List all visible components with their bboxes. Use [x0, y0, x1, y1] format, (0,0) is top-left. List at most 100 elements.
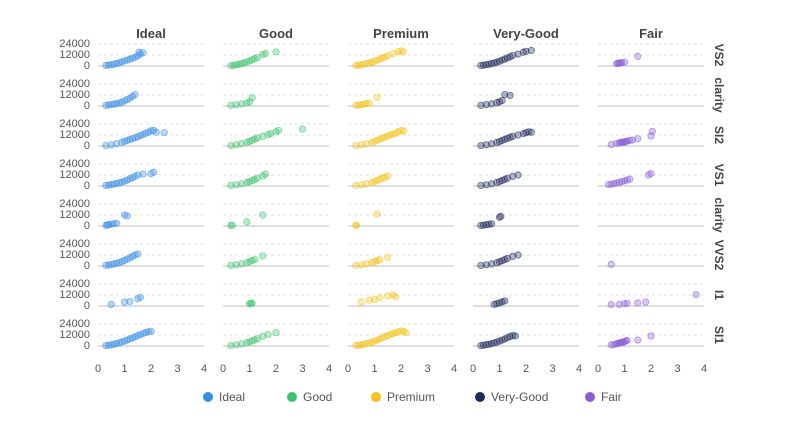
data-point: [634, 135, 642, 143]
data-point: [501, 90, 509, 99]
data-point: [477, 221, 485, 230]
data-point: [135, 48, 143, 56]
data-point: [105, 181, 113, 189]
data-point: [482, 181, 490, 189]
data-point: [479, 61, 488, 69]
x-tick-label: 1: [246, 363, 252, 375]
data-point: [107, 341, 115, 349]
data-point: [604, 181, 613, 189]
data-point: [362, 340, 371, 348]
data-point: [477, 261, 485, 270]
data-point: [498, 96, 506, 105]
data-point: [615, 178, 623, 186]
data-point: [612, 179, 621, 187]
data-point: [365, 99, 373, 107]
data-point: [237, 140, 246, 148]
data-point: [232, 101, 240, 109]
data-point: [479, 221, 488, 229]
data-point: [477, 141, 485, 150]
data-point: [628, 136, 637, 144]
data-point: [352, 341, 360, 350]
data-point: [123, 212, 131, 220]
data-point: [477, 181, 485, 190]
y-tick-label: 0: [84, 180, 90, 192]
y-tick-label: 12000: [59, 329, 90, 341]
data-point: [482, 341, 490, 349]
data-point: [136, 293, 144, 301]
data-point: [362, 140, 371, 148]
data-point: [620, 300, 629, 308]
x-tick-label: 3: [424, 363, 430, 375]
data-point: [607, 260, 615, 268]
data-point: [360, 60, 368, 68]
data-point: [354, 341, 363, 349]
data-point: [607, 301, 615, 309]
data-point: [503, 174, 512, 182]
data-point: [634, 299, 642, 307]
data-point: [623, 137, 631, 145]
x-tick-label: 2: [523, 363, 529, 375]
y-tick-label: 24000: [59, 238, 90, 250]
y-tick-label: 12000: [59, 49, 90, 61]
data-point: [245, 98, 254, 106]
data-point: [237, 260, 246, 268]
data-point: [477, 341, 485, 350]
y-tick-label: 12000: [59, 249, 90, 261]
data-point: [134, 171, 142, 179]
data-point: [487, 100, 496, 108]
data-point: [152, 128, 160, 136]
data-point: [482, 61, 490, 69]
legend-swatch: [475, 392, 485, 402]
data-point: [509, 172, 517, 180]
data-point: [482, 101, 490, 109]
data-point: [509, 132, 517, 140]
y-tick-label: 0: [84, 260, 90, 272]
data-point: [227, 181, 235, 190]
data-point: [362, 180, 371, 188]
data-point: [131, 90, 139, 99]
data-point: [230, 61, 238, 69]
data-point: [509, 51, 517, 60]
x-tick-label: 4: [326, 363, 332, 375]
data-point: [105, 221, 113, 229]
data-point: [373, 210, 381, 218]
data-point: [261, 170, 269, 178]
data-point: [620, 58, 629, 66]
data-point: [107, 300, 115, 308]
data-point: [615, 300, 623, 308]
y-tick-label: 12000: [59, 209, 90, 221]
data-point: [267, 130, 275, 138]
row-title: I1: [712, 290, 726, 300]
data-point: [259, 332, 267, 340]
data-point: [357, 341, 365, 349]
data-point: [360, 340, 368, 348]
data-point: [514, 50, 522, 58]
y-tick-label: 12000: [59, 89, 90, 101]
data-point: [376, 294, 384, 302]
data-point: [357, 261, 365, 269]
data-point: [275, 126, 283, 135]
data-point: [487, 220, 496, 228]
data-point: [610, 180, 618, 188]
data-point: [487, 180, 496, 188]
legend-label: Premium: [387, 390, 435, 404]
data-point: [618, 178, 626, 186]
data-point: [227, 261, 235, 270]
data-point: [298, 125, 307, 133]
data-point: [357, 298, 365, 306]
data-point: [105, 261, 113, 269]
data-point: [259, 132, 267, 140]
data-point: [235, 60, 243, 68]
data-point: [112, 140, 121, 148]
data-point: [357, 181, 365, 189]
data-point: [626, 175, 634, 183]
y-tick-label: 24000: [59, 278, 90, 290]
y-tick-label: 24000: [59, 38, 90, 50]
x-tick-label: 3: [174, 363, 180, 375]
x-tick-label: 2: [648, 363, 654, 375]
data-point: [110, 60, 118, 68]
data-point: [400, 127, 408, 135]
y-tick-label: 0: [84, 100, 90, 112]
y-tick-label: 0: [84, 220, 90, 232]
data-point: [139, 170, 147, 178]
